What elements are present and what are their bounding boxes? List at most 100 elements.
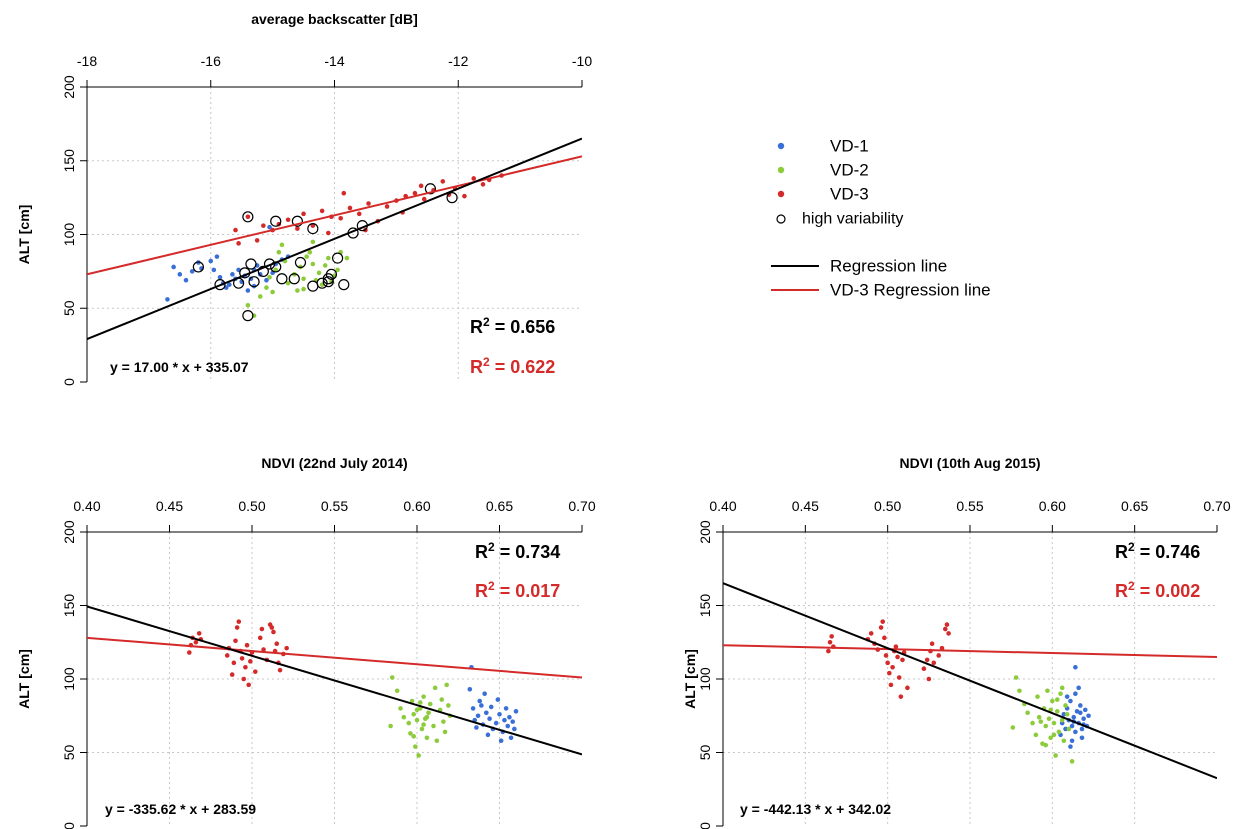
point-vd-3	[341, 190, 347, 196]
point-vd-2	[1054, 709, 1060, 714]
legend-label: VD-3	[830, 185, 869, 204]
vd3-regression-line	[87, 636, 582, 679]
chart-title: NDVI (10th Aug 2015)	[899, 455, 1040, 471]
point-vd-2	[257, 294, 263, 299]
high-variability-marker	[322, 276, 334, 288]
point-vd-2	[245, 303, 251, 308]
point-vd-2	[1025, 710, 1030, 716]
point-vd-2	[1030, 720, 1035, 726]
regression-equation: y = -442.13 * x + 342.02	[740, 801, 891, 817]
point-vd-2	[432, 685, 438, 691]
point-vd-3	[878, 625, 884, 630]
plot-area	[87, 605, 582, 758]
legend-label: high variability	[802, 211, 903, 228]
x-tick-label: 0.45	[156, 498, 183, 514]
point-vd-2	[1043, 742, 1049, 748]
point-vd-2	[446, 703, 451, 708]
legend: VD-1 VD-2 VD-3 high variability Regression l…	[771, 137, 991, 300]
point-vd-1	[503, 706, 509, 711]
high-variability-marker	[307, 223, 319, 235]
high-variability-marker	[294, 256, 307, 269]
plot-area	[87, 137, 582, 341]
point-vd-3	[229, 672, 235, 677]
point-vd-3	[462, 193, 467, 199]
point-vd-3	[926, 676, 932, 682]
y-tick-label: 200	[61, 75, 77, 99]
y-tick-label: 50	[697, 745, 713, 761]
point-vd-1	[1078, 710, 1083, 716]
x-tick-label: 0.65	[486, 498, 513, 514]
point-vd-3	[898, 694, 904, 699]
point-vd-1	[497, 711, 502, 717]
point-vd-3	[259, 626, 265, 632]
y-tick-label: 0	[697, 822, 713, 829]
point-vd-3	[936, 653, 942, 658]
point-vd-3	[421, 196, 427, 202]
x-tick-label: 0.50	[874, 498, 901, 514]
point-vd-1	[477, 698, 483, 704]
point-vd-1	[1064, 694, 1070, 699]
point-vd-3	[257, 635, 263, 641]
point-vd-2	[442, 729, 448, 735]
point-vd-2	[408, 731, 413, 736]
point-vd-3	[946, 631, 951, 636]
point-vd-2	[406, 720, 412, 726]
regression-line	[87, 137, 582, 341]
point-vd-1	[1076, 685, 1081, 691]
point-vd-3	[234, 625, 240, 630]
high-variability-marker	[325, 268, 338, 280]
point-vd-2	[310, 261, 316, 267]
point-vd-1	[1073, 691, 1078, 696]
point-vd-1	[183, 277, 189, 283]
point-vd-3	[310, 223, 316, 228]
point-vd-2	[441, 719, 446, 724]
point-vd-2	[1045, 688, 1050, 694]
point-vd-2	[1046, 716, 1052, 721]
point-vd-2	[1066, 726, 1072, 732]
point-vd-1	[513, 709, 519, 714]
x-tick-label: 0.70	[1203, 498, 1230, 514]
point-vd-1	[495, 697, 501, 702]
chart-panel-1: -18 -16 -14 -12 -10 0 50 100 150 200 average backs…	[16, 11, 592, 386]
high-variability-marker	[276, 273, 288, 285]
point-vd-2	[285, 280, 291, 286]
point-vd-2	[421, 694, 426, 699]
point-vd-2	[414, 717, 420, 723]
point-vd-2	[301, 276, 306, 282]
point-vd-3	[921, 666, 927, 672]
point-vd-2	[316, 270, 322, 276]
y-tick-label: 50	[61, 745, 77, 761]
legend-high-variability-marker	[776, 214, 786, 224]
point-vd-3	[261, 647, 266, 652]
point-vd-1	[208, 258, 214, 264]
point-vd-3	[231, 660, 237, 666]
point-vd-3	[480, 182, 486, 187]
point-vd-1	[227, 282, 232, 287]
x-tick-label: 0.45	[792, 498, 819, 514]
point-vd-2	[1053, 753, 1058, 758]
point-vd-1	[189, 269, 195, 274]
point-vd-2	[344, 255, 350, 261]
legend-label: VD-1	[830, 137, 869, 156]
point-vd-3	[224, 653, 230, 658]
point-vd-3	[418, 183, 424, 189]
point-vd-1	[507, 714, 512, 720]
point-vd-3	[356, 211, 362, 217]
point-vd-1	[230, 272, 235, 277]
point-vd-3	[440, 179, 446, 184]
y-axis-label: ALT [cm]	[16, 649, 32, 709]
point-vd-1	[470, 706, 476, 711]
point-vd-3	[931, 660, 937, 666]
point-vd-1	[1063, 726, 1068, 732]
x-tick-label: 0.60	[403, 498, 430, 514]
point-vd-3	[243, 664, 248, 670]
chart-panel-2: 0.40 0.45 0.50 0.55 0.60 0.65 0.70 0 50 100 150 200…	[16, 455, 596, 829]
point-vd-1	[171, 264, 176, 270]
point-vd-2	[398, 706, 403, 711]
point-vd-3	[233, 638, 238, 644]
point-vd-2	[1059, 685, 1065, 691]
y-tick-label: 100	[61, 223, 77, 247]
point-vd-2	[426, 710, 431, 716]
point-vd-3	[895, 654, 900, 660]
point-vd-2	[434, 738, 440, 744]
